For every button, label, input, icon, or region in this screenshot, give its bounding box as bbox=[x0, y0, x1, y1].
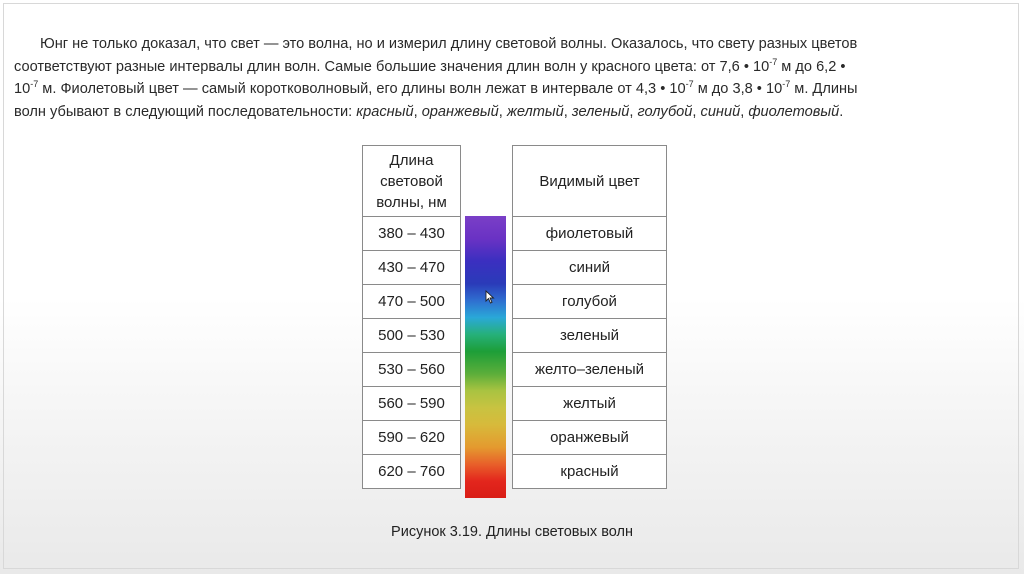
color-cell: фиолетовый bbox=[512, 216, 667, 251]
color-cell: оранжевый bbox=[512, 420, 667, 455]
mouse-cursor-icon bbox=[485, 290, 495, 304]
color-word: красный bbox=[356, 103, 414, 120]
separator: , bbox=[692, 103, 701, 120]
intro-text: м до 6,2 • bbox=[777, 58, 846, 75]
separator: , bbox=[413, 103, 422, 120]
color-sequence: красный, оранжевый, желтый, зеленый, гол… bbox=[356, 104, 839, 120]
wavelength-column: Длина световой волны, нм 380 – 430 430 – … bbox=[362, 145, 461, 489]
color-cell: зеленый bbox=[512, 318, 667, 353]
color-word: синий bbox=[700, 103, 741, 120]
separator: , bbox=[498, 103, 507, 120]
color-cell: голубой bbox=[512, 284, 667, 319]
intro-line-4: волн убывают в следующий последовательно… bbox=[14, 101, 1014, 124]
color-column: Видимый цвет фиолетовый синий голубой зелен… bbox=[512, 145, 667, 489]
header-line: Длина bbox=[389, 151, 434, 169]
color-word: голубой bbox=[637, 103, 693, 120]
wavelength-cell: 380 – 430 bbox=[362, 216, 461, 251]
intro-text: волн убывают в следующий последовательно… bbox=[14, 103, 357, 120]
wavelength-cell: 590 – 620 bbox=[362, 420, 461, 455]
wavelength-cell: 500 – 530 bbox=[362, 318, 461, 353]
color-word: желтый bbox=[506, 103, 564, 120]
separator: , bbox=[629, 103, 638, 120]
wavelength-header: Длина световой волны, нм bbox=[362, 145, 461, 217]
exponent: -7 bbox=[782, 79, 791, 89]
exponent: -7 bbox=[685, 79, 694, 89]
wavelength-cell: 430 – 470 bbox=[362, 250, 461, 285]
color-cell: красный bbox=[512, 454, 667, 489]
intro-line-3: 10-7 м. Фиолетовый цвет — самый коротков… bbox=[14, 78, 1014, 101]
intro-text: . bbox=[839, 103, 844, 120]
color-word: зеленый bbox=[571, 103, 630, 120]
wavelength-cell: 530 – 560 bbox=[362, 352, 461, 387]
intro-text: м. Длины bbox=[790, 81, 858, 97]
header-line: волны, нм bbox=[376, 193, 447, 211]
intro-line-1: Юнг не только доказал, что свет — это во… bbox=[40, 36, 858, 52]
exponent: -7 bbox=[769, 56, 778, 67]
intro-text: соответствуют разные интервалы длин волн… bbox=[14, 58, 770, 75]
exponent: -7 bbox=[30, 79, 39, 89]
color-cell: желто–зеленый bbox=[512, 352, 667, 387]
wavelength-cell: 560 – 590 bbox=[362, 386, 461, 421]
intro-text: м до 3,8 • 10 bbox=[693, 81, 783, 97]
slide-frame bbox=[3, 3, 1019, 569]
intro-text: м. Фиолетовый цвет — самый коротковолнов… bbox=[38, 81, 686, 97]
figure-caption: Рисунок 3.19. Длины световых волн bbox=[391, 524, 633, 540]
color-cell: желтый bbox=[512, 386, 667, 421]
color-word: фиолетовый bbox=[748, 103, 840, 120]
intro-paragraph: Юнг не только доказал, что свет — это во… bbox=[14, 33, 1014, 123]
intro-line-2: соответствуют разные интервалы длин волн… bbox=[14, 56, 1014, 79]
header-line: световой bbox=[380, 172, 443, 190]
wavelength-cell: 470 – 500 bbox=[362, 284, 461, 319]
intro-text: 10 bbox=[14, 81, 31, 97]
color-word: оранжевый bbox=[421, 103, 499, 120]
wavelength-cell: 620 – 760 bbox=[362, 454, 461, 489]
separator: , bbox=[563, 103, 572, 120]
color-header: Видимый цвет bbox=[512, 145, 667, 217]
color-cell: синий bbox=[512, 250, 667, 285]
separator: , bbox=[740, 103, 749, 120]
color-spectrum-bar bbox=[465, 216, 506, 498]
